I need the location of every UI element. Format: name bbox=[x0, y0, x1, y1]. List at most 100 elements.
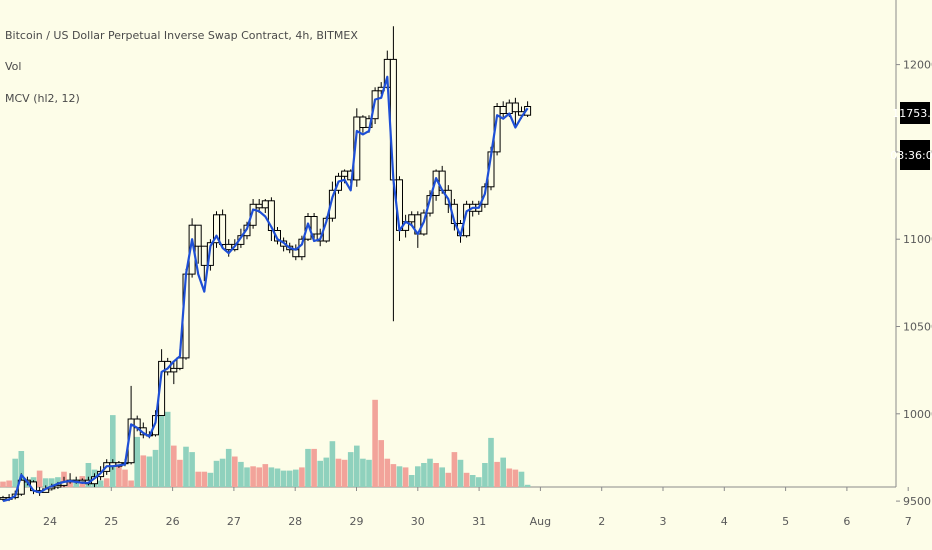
symbol-legend[interactable]: Bitcoin / US Dollar Perpetual Inverse Sw… bbox=[5, 29, 358, 42]
candle-body bbox=[188, 224, 196, 275]
volume-bar bbox=[299, 467, 305, 487]
candle-body bbox=[267, 200, 275, 232]
x-tick-label: 6 bbox=[843, 515, 850, 528]
volume-bar bbox=[18, 451, 25, 487]
volume-bar bbox=[512, 469, 519, 487]
volume-bar bbox=[6, 480, 12, 487]
mcv-line-layer bbox=[2, 75, 529, 503]
volume-bar bbox=[360, 458, 366, 487]
volume-bar bbox=[238, 461, 244, 487]
candle-body bbox=[0, 497, 7, 500]
volume-bar bbox=[164, 411, 171, 487]
candle-body bbox=[54, 484, 62, 488]
volume-bar bbox=[433, 463, 439, 487]
volume-bar bbox=[171, 445, 177, 487]
x-tick-label: 29 bbox=[350, 515, 364, 528]
volume-bar bbox=[183, 446, 189, 487]
candle bbox=[310, 213, 318, 240]
price-tag-label: 11753.5 bbox=[892, 107, 932, 120]
volume-bar bbox=[469, 475, 476, 487]
volume-bar bbox=[421, 463, 427, 487]
volume-bar bbox=[372, 399, 378, 487]
volume-bar bbox=[195, 471, 201, 487]
candle-body bbox=[225, 243, 233, 251]
volume-legend[interactable]: Vol bbox=[5, 60, 22, 73]
candle bbox=[249, 199, 257, 229]
candle bbox=[511, 97, 519, 126]
volume-bar bbox=[463, 472, 470, 487]
y-tick-label: 11000.0 bbox=[903, 233, 932, 246]
indicator-legend[interactable]: MCV (hl2, 12) bbox=[5, 92, 80, 105]
volume-bar bbox=[427, 458, 433, 487]
price-tag-background bbox=[900, 102, 930, 124]
volume-bar bbox=[311, 448, 317, 487]
countdown-tag: 03:36:05 bbox=[890, 140, 932, 170]
countdown-tag-label: 03:36:05 bbox=[890, 149, 932, 162]
volume-bar bbox=[134, 436, 140, 487]
candle bbox=[499, 101, 507, 117]
volume-bar bbox=[347, 452, 354, 487]
volume-bar bbox=[244, 467, 250, 487]
candle bbox=[359, 115, 367, 133]
candle-body bbox=[328, 189, 336, 219]
y-tick-label: 9500.0 bbox=[903, 495, 932, 508]
volume-bar bbox=[152, 449, 159, 487]
volume-bar bbox=[274, 468, 281, 487]
candle-body bbox=[408, 214, 416, 223]
volume-bar bbox=[213, 460, 220, 487]
x-tick-label: 30 bbox=[411, 515, 425, 528]
candle-body bbox=[261, 200, 269, 209]
candle-body bbox=[505, 102, 513, 114]
y-tick-label: 10000.0 bbox=[903, 408, 932, 421]
candle bbox=[194, 224, 202, 264]
volume-bar bbox=[415, 466, 421, 487]
x-tick-label: 28 bbox=[288, 515, 302, 528]
volume-bar bbox=[140, 455, 147, 487]
volume-bar bbox=[36, 470, 43, 487]
volume-bar bbox=[268, 467, 275, 487]
volume-bar bbox=[103, 478, 110, 487]
volume-bar bbox=[524, 484, 531, 487]
x-tick-label: 26 bbox=[166, 515, 180, 528]
x-axis-ticks: 24 25 26 27 28 29 30 31 Aug 2 3 4 5 6 7 bbox=[43, 487, 912, 528]
volume-bar bbox=[317, 460, 323, 487]
volume-bar bbox=[146, 456, 153, 487]
y-tick-label: 10500.0 bbox=[903, 321, 932, 334]
volume-bar bbox=[110, 415, 116, 487]
volume-bar bbox=[500, 457, 506, 487]
y-axis-ticks: 9500.010000.010500.011000.011500.012000.… bbox=[896, 59, 932, 508]
volume-bar bbox=[293, 469, 299, 487]
volume-bar bbox=[494, 461, 500, 487]
candle-body bbox=[164, 360, 172, 373]
y-tick-label: 12000.0 bbox=[903, 59, 932, 72]
candle-body bbox=[274, 230, 281, 242]
countdown-tag-background bbox=[900, 140, 930, 170]
volume-bar bbox=[177, 459, 183, 488]
candle-body bbox=[511, 102, 519, 113]
volume-bar bbox=[219, 458, 226, 487]
volume-bar bbox=[256, 467, 262, 487]
candle bbox=[164, 357, 172, 376]
x-tick-label: 24 bbox=[43, 515, 57, 528]
volume-bar bbox=[488, 437, 494, 487]
volume-bar bbox=[225, 448, 232, 487]
candle bbox=[170, 361, 178, 385]
volume-bar bbox=[408, 475, 415, 487]
volume-bar bbox=[366, 459, 372, 488]
volume-bar bbox=[341, 459, 348, 488]
x-tick-label: 4 bbox=[721, 515, 728, 528]
candle-body bbox=[219, 214, 227, 246]
volume-bar bbox=[158, 399, 165, 487]
volume-bar bbox=[329, 441, 336, 487]
volume-bar bbox=[250, 466, 256, 487]
volume-bar bbox=[189, 452, 195, 487]
volume-bar bbox=[49, 478, 55, 487]
x-tick-label: 7 bbox=[905, 515, 912, 528]
volume-bar bbox=[305, 448, 311, 487]
candle-body bbox=[353, 116, 361, 181]
x-tick-label: 27 bbox=[227, 515, 241, 528]
x-tick-label: 3 bbox=[660, 515, 667, 528]
candle-body bbox=[200, 245, 208, 266]
volume-bar bbox=[323, 457, 330, 487]
